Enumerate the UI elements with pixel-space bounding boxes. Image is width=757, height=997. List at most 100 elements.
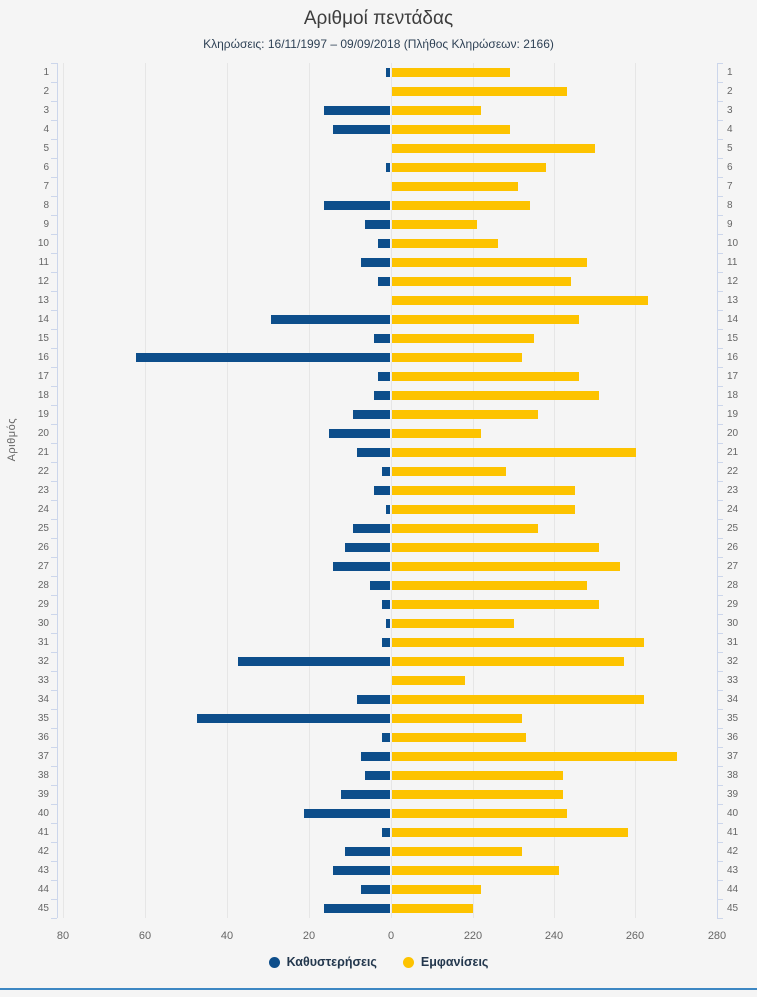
appearance-bar-14[interactable] [392,315,579,324]
appearance-bar-4[interactable] [392,125,510,134]
appearance-bar-29[interactable] [392,600,600,609]
appearance-bar-35[interactable] [392,714,523,723]
delay-bar-40[interactable] [303,809,390,818]
delay-bar-14[interactable] [271,315,390,324]
delay-bar-10[interactable] [377,239,390,248]
chart-subtitle: Κληρώσεις: 16/11/1997 – 09/09/2018 (Πλήθ… [203,37,554,51]
right-axis-tick [717,386,723,387]
delay-bar-24[interactable] [385,505,390,514]
appearance-bar-26[interactable] [392,543,600,552]
appearance-bar-44[interactable] [392,885,482,894]
delay-bar-44[interactable] [361,885,390,894]
right-axis-tick [717,348,723,349]
appearance-bar-10[interactable] [392,239,498,248]
appearance-bar-22[interactable] [392,467,506,476]
delay-bar-43[interactable] [332,866,390,875]
row-label-right-32: 32 [727,656,739,667]
delay-bar-28[interactable] [369,581,390,590]
delay-bar-22[interactable] [381,467,390,476]
appearance-bar-6[interactable] [392,163,547,172]
right-axis-tick [717,747,723,748]
appearance-bar-17[interactable] [392,372,579,381]
delay-bar-25[interactable] [353,524,390,533]
appearance-bar-42[interactable] [392,847,523,856]
appearance-bar-40[interactable] [392,809,567,818]
delay-bar-39[interactable] [340,790,390,799]
delay-bar-1[interactable] [385,68,390,77]
delay-bar-32[interactable] [238,657,390,666]
row-label-right-39: 39 [727,789,739,800]
appearance-bar-8[interactable] [392,201,531,210]
right-axis-tick [717,519,723,520]
appearance-bar-45[interactable] [392,904,474,913]
appearance-bar-34[interactable] [392,695,645,704]
delay-bar-26[interactable] [344,543,390,552]
delay-bar-15[interactable] [373,334,390,343]
appearance-bar-2[interactable] [392,87,567,96]
appearance-bar-5[interactable] [392,144,596,153]
delay-bar-20[interactable] [328,429,390,438]
appearance-bar-13[interactable] [392,296,649,305]
appearance-bar-21[interactable] [392,448,636,457]
appearance-bar-18[interactable] [392,391,600,400]
delay-bar-30[interactable] [385,619,390,628]
delay-bar-34[interactable] [357,695,390,704]
delay-bar-45[interactable] [324,904,390,913]
delay-bar-18[interactable] [373,391,390,400]
delay-bar-38[interactable] [365,771,390,780]
appearance-bar-11[interactable] [392,258,588,267]
appearance-bar-7[interactable] [392,182,518,191]
right-axis-tick [717,196,723,197]
delay-bar-4[interactable] [332,125,390,134]
appearance-bar-24[interactable] [392,505,575,514]
delay-bar-17[interactable] [377,372,390,381]
delay-bar-19[interactable] [353,410,390,419]
delay-bar-37[interactable] [361,752,390,761]
delay-bar-11[interactable] [361,258,390,267]
appearance-bar-15[interactable] [392,334,535,343]
appearance-bar-19[interactable] [392,410,539,419]
appearance-bar-36[interactable] [392,733,527,742]
appearance-bar-23[interactable] [392,486,575,495]
delay-bar-31[interactable] [381,638,390,647]
legend-item-appearances[interactable]: Εμφανίσεις [402,955,488,969]
appearance-bar-25[interactable] [392,524,539,533]
appearance-bar-3[interactable] [392,106,482,115]
delay-bar-9[interactable] [365,220,390,229]
appearance-bar-31[interactable] [392,638,645,647]
delay-bar-8[interactable] [324,201,390,210]
delay-bar-27[interactable] [332,562,390,571]
appearance-bar-38[interactable] [392,771,563,780]
delay-bar-3[interactable] [324,106,390,115]
row-label-left-42: 42 [37,846,49,857]
legend-item-delays[interactable]: Καθυστερήσεις [268,955,377,969]
delay-bar-35[interactable] [197,714,390,723]
appearance-bar-32[interactable] [392,657,624,666]
row-label-right-16: 16 [727,352,739,363]
delay-bar-23[interactable] [373,486,390,495]
appearance-bar-20[interactable] [392,429,482,438]
gridline-60 [145,63,146,918]
delay-bar-12[interactable] [377,277,390,286]
appearance-bar-33[interactable] [392,676,466,685]
appearance-bar-28[interactable] [392,581,588,590]
appearance-bar-16[interactable] [392,353,523,362]
appearance-bar-39[interactable] [392,790,563,799]
delay-bar-36[interactable] [381,733,390,742]
delay-bar-41[interactable] [381,828,390,837]
appearance-bar-9[interactable] [392,220,478,229]
appearance-bar-43[interactable] [392,866,559,875]
delay-bar-6[interactable] [385,163,390,172]
delay-bar-21[interactable] [357,448,390,457]
appearance-bar-41[interactable] [392,828,628,837]
left-axis-tick [51,348,57,349]
appearance-bar-1[interactable] [392,68,510,77]
delay-bar-16[interactable] [135,353,390,362]
appearance-bar-27[interactable] [392,562,620,571]
appearance-bar-12[interactable] [392,277,571,286]
delay-bar-42[interactable] [344,847,390,856]
delay-bar-29[interactable] [381,600,390,609]
appearance-bar-30[interactable] [392,619,514,628]
appearance-bar-37[interactable] [392,752,677,761]
row-label-left-25: 25 [37,523,49,534]
